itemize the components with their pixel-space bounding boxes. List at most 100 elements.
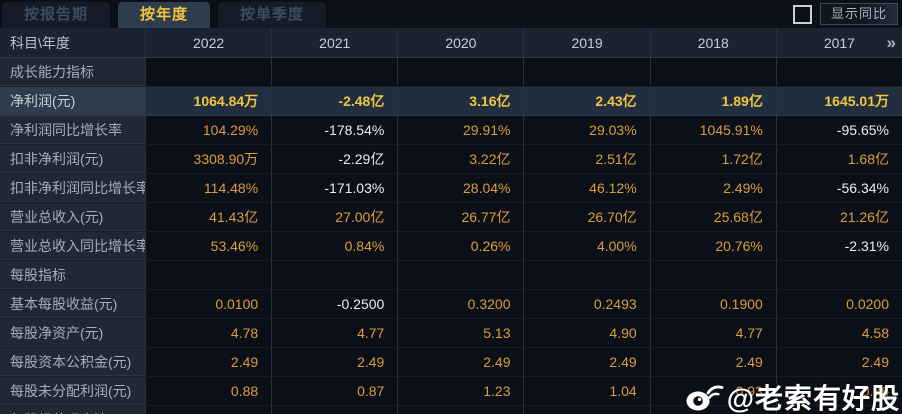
show-yoy-control: 显示同比 [792, 0, 898, 28]
value-cell: 0.3200 [397, 290, 524, 318]
value-cell: 0.2493 [523, 290, 650, 318]
year-header-2019: 2019 [523, 28, 649, 57]
value-cell [775, 406, 902, 414]
value-cell: 53.46% [145, 232, 272, 260]
value-cell: 3308.90万 [145, 145, 272, 173]
value-cell: 5.13 [397, 319, 524, 347]
row-label: 每股经营现金流(元) [0, 406, 145, 414]
value-cell: 25.68亿 [649, 203, 776, 231]
value-cell: 28.04% [397, 174, 524, 202]
value-cell [649, 261, 776, 289]
more-years-icon[interactable]: » [886, 33, 896, 52]
value-cell: 1064.84万 [145, 87, 272, 115]
data-row: 基本每股收益(元) 0.0100 -0.2500 0.3200 0.2493 0.1900… [0, 290, 902, 319]
data-row: 净利润(元) 1064.84万 -2.48亿 3.16亿 2.43亿 1.89亿 1645.… [0, 87, 902, 116]
year-header-2020: 2020 [397, 28, 523, 57]
value-cell [523, 58, 650, 86]
value-cell: 114.48% [145, 174, 272, 202]
value-cell [649, 406, 776, 414]
value-cell: 4.90 [523, 319, 650, 347]
value-cell: 1645.01万 [775, 87, 902, 115]
tab-按单季度[interactable]: 按单季度 [218, 2, 327, 28]
value-cell [523, 261, 650, 289]
value-cell: 1.04 [523, 377, 650, 405]
data-row: 每股未分配利润(元) 0.88 0.87 1.23 1.04 0.93 0.76 [0, 377, 902, 406]
value-cell: 0.52 [397, 406, 524, 414]
value-cell [649, 58, 776, 86]
value-cell: 29.03% [523, 116, 650, 144]
show-yoy-button[interactable]: 显示同比 [819, 3, 898, 25]
value-cell: 1045.91% [649, 116, 776, 144]
period-tabbar: 按报告期 按年度 按单季度 显示同比 [0, 0, 902, 28]
value-cell: 2.49% [649, 174, 776, 202]
value-cell: -2.48亿 [271, 87, 398, 115]
data-row: 扣非净利润(元) 3308.90万 -2.29亿 3.22亿 2.51亿 1.72亿 1.6… [0, 145, 902, 174]
value-cell: 104.29% [145, 116, 272, 144]
value-cell: 3.16亿 [397, 87, 524, 115]
value-cell: -95.65% [775, 116, 902, 144]
section-row: 每股指标 [0, 261, 902, 290]
tab-按报告期[interactable]: 按报告期 [2, 2, 111, 28]
value-cell: 46.12% [523, 174, 650, 202]
row-label: 每股指标 [0, 261, 145, 289]
value-cell: 2.43亿 [523, 87, 650, 115]
tab-按年度[interactable]: 按年度 [118, 2, 211, 28]
value-cell: 2.51亿 [523, 145, 650, 173]
value-cell: 0.1900 [649, 290, 776, 318]
value-cell: 4.58 [775, 319, 902, 347]
row-label: 每股净资产(元) [0, 319, 145, 347]
value-cell: 1.72亿 [649, 145, 776, 173]
corner-label: 科目\年度 [10, 34, 70, 51]
value-cell: 2.49 [649, 348, 776, 376]
value-cell: 0.26% [397, 232, 524, 260]
section-row: 成长能力指标 [0, 58, 902, 87]
value-cell: 0.03 [145, 406, 272, 414]
data-row: 每股资本公积金(元) 2.49 2.49 2.49 2.49 2.49 2.49 [0, 348, 902, 377]
value-cell: 1.68亿 [775, 145, 902, 173]
value-cell: 2.49 [145, 348, 272, 376]
data-row: 营业总收入(元) 41.43亿 27.00亿 26.77亿 26.70亿 25.68亿 21… [0, 203, 902, 232]
value-cell [145, 58, 272, 86]
value-cell: -0.2500 [271, 290, 398, 318]
row-label: 扣非净利润(元) [0, 145, 145, 173]
value-cell: 0.93 [649, 377, 776, 405]
year-header-2018: 2018 [649, 28, 776, 57]
value-cell: 0.84% [271, 232, 398, 260]
value-cell: -56.34% [775, 174, 902, 202]
value-cell [145, 261, 272, 289]
row-label: 净利润同比增长率 [0, 116, 145, 144]
value-cell: -171.03% [271, 174, 398, 202]
value-cell: 26.77亿 [397, 203, 524, 231]
value-cell: 26.70亿 [523, 203, 650, 231]
value-cell: 0.88 [145, 377, 272, 405]
data-row: 扣非净利润同比增长率 114.48% -171.03% 28.04% 46.12% 2.4… [0, 174, 902, 203]
value-cell: 0.87 [271, 377, 398, 405]
value-cell: 4.78 [145, 319, 272, 347]
show-yoy-checkbox[interactable] [792, 4, 812, 24]
row-label: 每股资本公积金(元) [0, 348, 145, 376]
value-cell: 27.00亿 [271, 203, 398, 231]
row-label: 扣非净利润同比增长率 [0, 174, 150, 202]
value-cell: 41.43亿 [145, 203, 272, 231]
value-cell: 29.91% [397, 116, 524, 144]
value-cell: 0.25 [271, 406, 398, 414]
value-cell: -178.54% [271, 116, 398, 144]
row-label: 成长能力指标 [0, 58, 145, 86]
data-row: 每股净资产(元) 4.78 4.77 5.13 4.90 4.77 4.58 [0, 319, 902, 348]
value-cell: 21.26亿 [775, 203, 902, 231]
value-cell: 4.77 [649, 319, 776, 347]
year-header-2022: 2022 [145, 28, 271, 57]
value-cell: 2.49 [775, 348, 902, 376]
value-cell [775, 261, 902, 289]
year-header-2017: 2017» [775, 28, 902, 57]
table-header-row: 科目\年度 2022 2021 2020 2019 2018 2017» [0, 28, 902, 58]
row-label: 净利润(元) [0, 87, 145, 115]
value-cell: 0.0200 [775, 290, 902, 318]
value-cell: 2.49 [271, 348, 398, 376]
row-label: 每股未分配利润(元) [0, 377, 145, 405]
value-cell: 4.00% [523, 232, 650, 260]
row-label: 营业总收入同比增长率 [0, 232, 150, 260]
table-body: 成长能力指标 净利润(元) 1064.84万 -2.48亿 3.16亿 2.43亿 1.89… [0, 58, 902, 414]
value-cell [271, 261, 398, 289]
